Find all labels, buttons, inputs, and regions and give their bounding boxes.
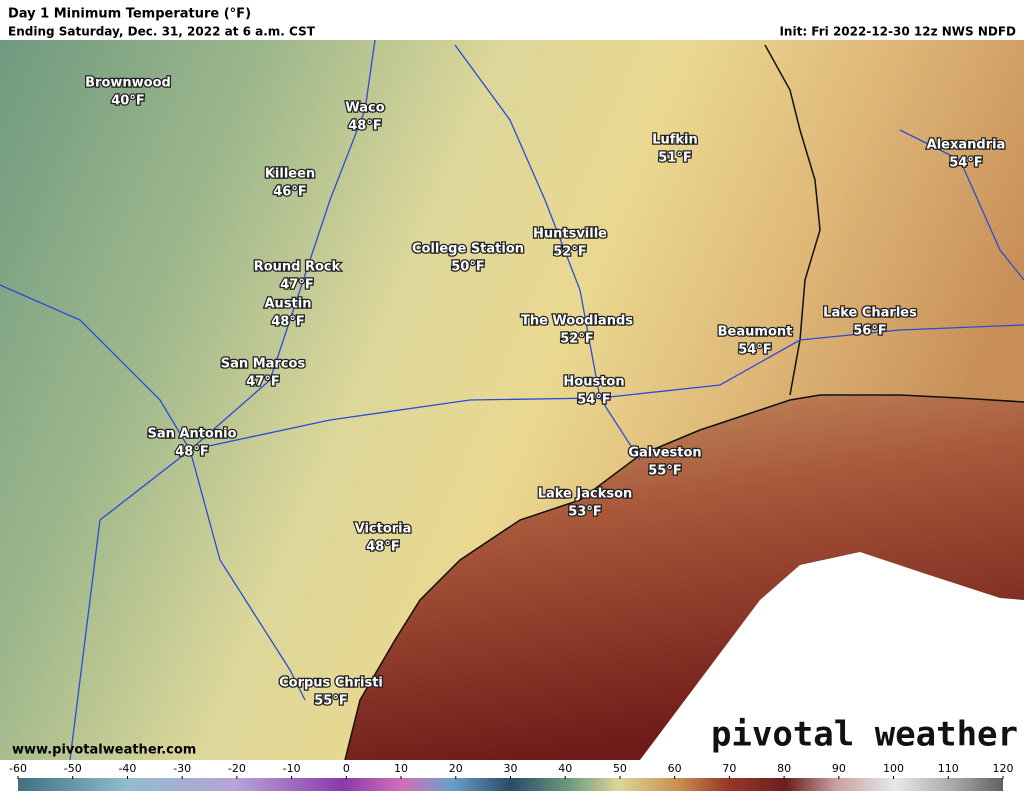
city-name: Lufkin: [652, 133, 698, 148]
city-temp: 54°F: [949, 156, 982, 171]
city-temp: 47°F: [246, 375, 279, 390]
highways: [0, 39, 1024, 761]
city-name: Waco: [345, 101, 384, 116]
tick-label: -30: [173, 762, 191, 775]
brand: pivotal weather: [711, 715, 1018, 755]
tick-label: 110: [938, 762, 959, 775]
tick-label: 10: [394, 762, 408, 775]
tick-label: 40: [558, 762, 572, 775]
init-time: Init: Fri 2022-12-30 12z NWS NDFD: [779, 25, 1016, 39]
tick-label: -50: [64, 762, 82, 775]
tick-label: 20: [449, 762, 463, 775]
city-name: Galveston: [628, 446, 701, 461]
city-temp: 55°F: [648, 464, 681, 479]
city-temp: 48°F: [366, 540, 399, 555]
state-border: [764, 44, 821, 396]
city-name: Brownwood: [85, 76, 171, 91]
city-temp: 51°F: [658, 151, 691, 166]
city-temp: 47°F: [280, 278, 313, 293]
city-name: Corpus Christi: [279, 676, 383, 691]
city-temp: 54°F: [577, 393, 610, 408]
city-temp: 50°F: [451, 260, 484, 275]
city-name: Victoria: [355, 522, 412, 537]
city-temp: 48°F: [271, 315, 304, 330]
city-name: Austin: [265, 297, 312, 312]
no-data: [640, 552, 1024, 760]
city-name: The Woodlands: [521, 314, 633, 329]
tick-label: 50: [613, 762, 627, 775]
tick-label: 120: [993, 762, 1014, 775]
city-labels: Brownwood 40°F Waco 48°F Killeen 46°F Round Ro…: [84, 74, 1007, 710]
tick-label: 30: [504, 762, 518, 775]
tick-label: -40: [118, 762, 136, 775]
tick-label: -60: [9, 762, 27, 775]
city-temp: 46°F: [273, 185, 306, 200]
tick-label: 80: [777, 762, 791, 775]
city-temp: 55°F: [314, 694, 347, 709]
city-name: Beaumont: [718, 325, 793, 340]
city-name: Alexandria: [927, 138, 1006, 153]
tick-label: -10: [283, 762, 301, 775]
tick-label: 90: [832, 762, 846, 775]
city-name: San Antonio: [147, 427, 236, 442]
city-temp: 56°F: [853, 324, 886, 339]
city-name: San Marcos: [221, 357, 306, 372]
tick-label: 100: [883, 762, 904, 775]
city-name: Killeen: [265, 167, 315, 182]
city-temp: 48°F: [175, 445, 208, 460]
city-name: Lake Jackson: [538, 487, 633, 502]
city-temp: 54°F: [738, 343, 771, 358]
city-temp: 48°F: [348, 119, 381, 134]
city-name: Lake Charles: [823, 306, 917, 321]
subtitle: Ending Saturday, Dec. 31, 2022 at 6 a.m.…: [8, 25, 316, 39]
tick-label: 60: [668, 762, 682, 775]
title: Day 1 Minimum Temperature (°F): [8, 7, 251, 22]
tick-label: -20: [228, 762, 246, 775]
tick-label: 0: [343, 762, 350, 775]
city-temp: 40°F: [111, 94, 144, 109]
city-name: Houston: [563, 375, 624, 390]
website: www.pivotalweather.com: [12, 743, 196, 758]
city-name: Round Rock: [254, 260, 341, 275]
city-temp: 53°F: [568, 505, 601, 520]
coastline: [344, 394, 1024, 761]
city-temp: 52°F: [560, 332, 593, 347]
colorbar: [18, 778, 1003, 791]
city-name: College Station: [412, 242, 524, 257]
tick-label: 70: [722, 762, 736, 775]
colorbar-ticks: -60 -50 -40 -30 -20 -10 0 10 20 30 40 50 60 70 80 90 100…: [9, 762, 1014, 779]
city-temp: 52°F: [553, 245, 586, 260]
city-name: Huntsville: [533, 227, 607, 242]
